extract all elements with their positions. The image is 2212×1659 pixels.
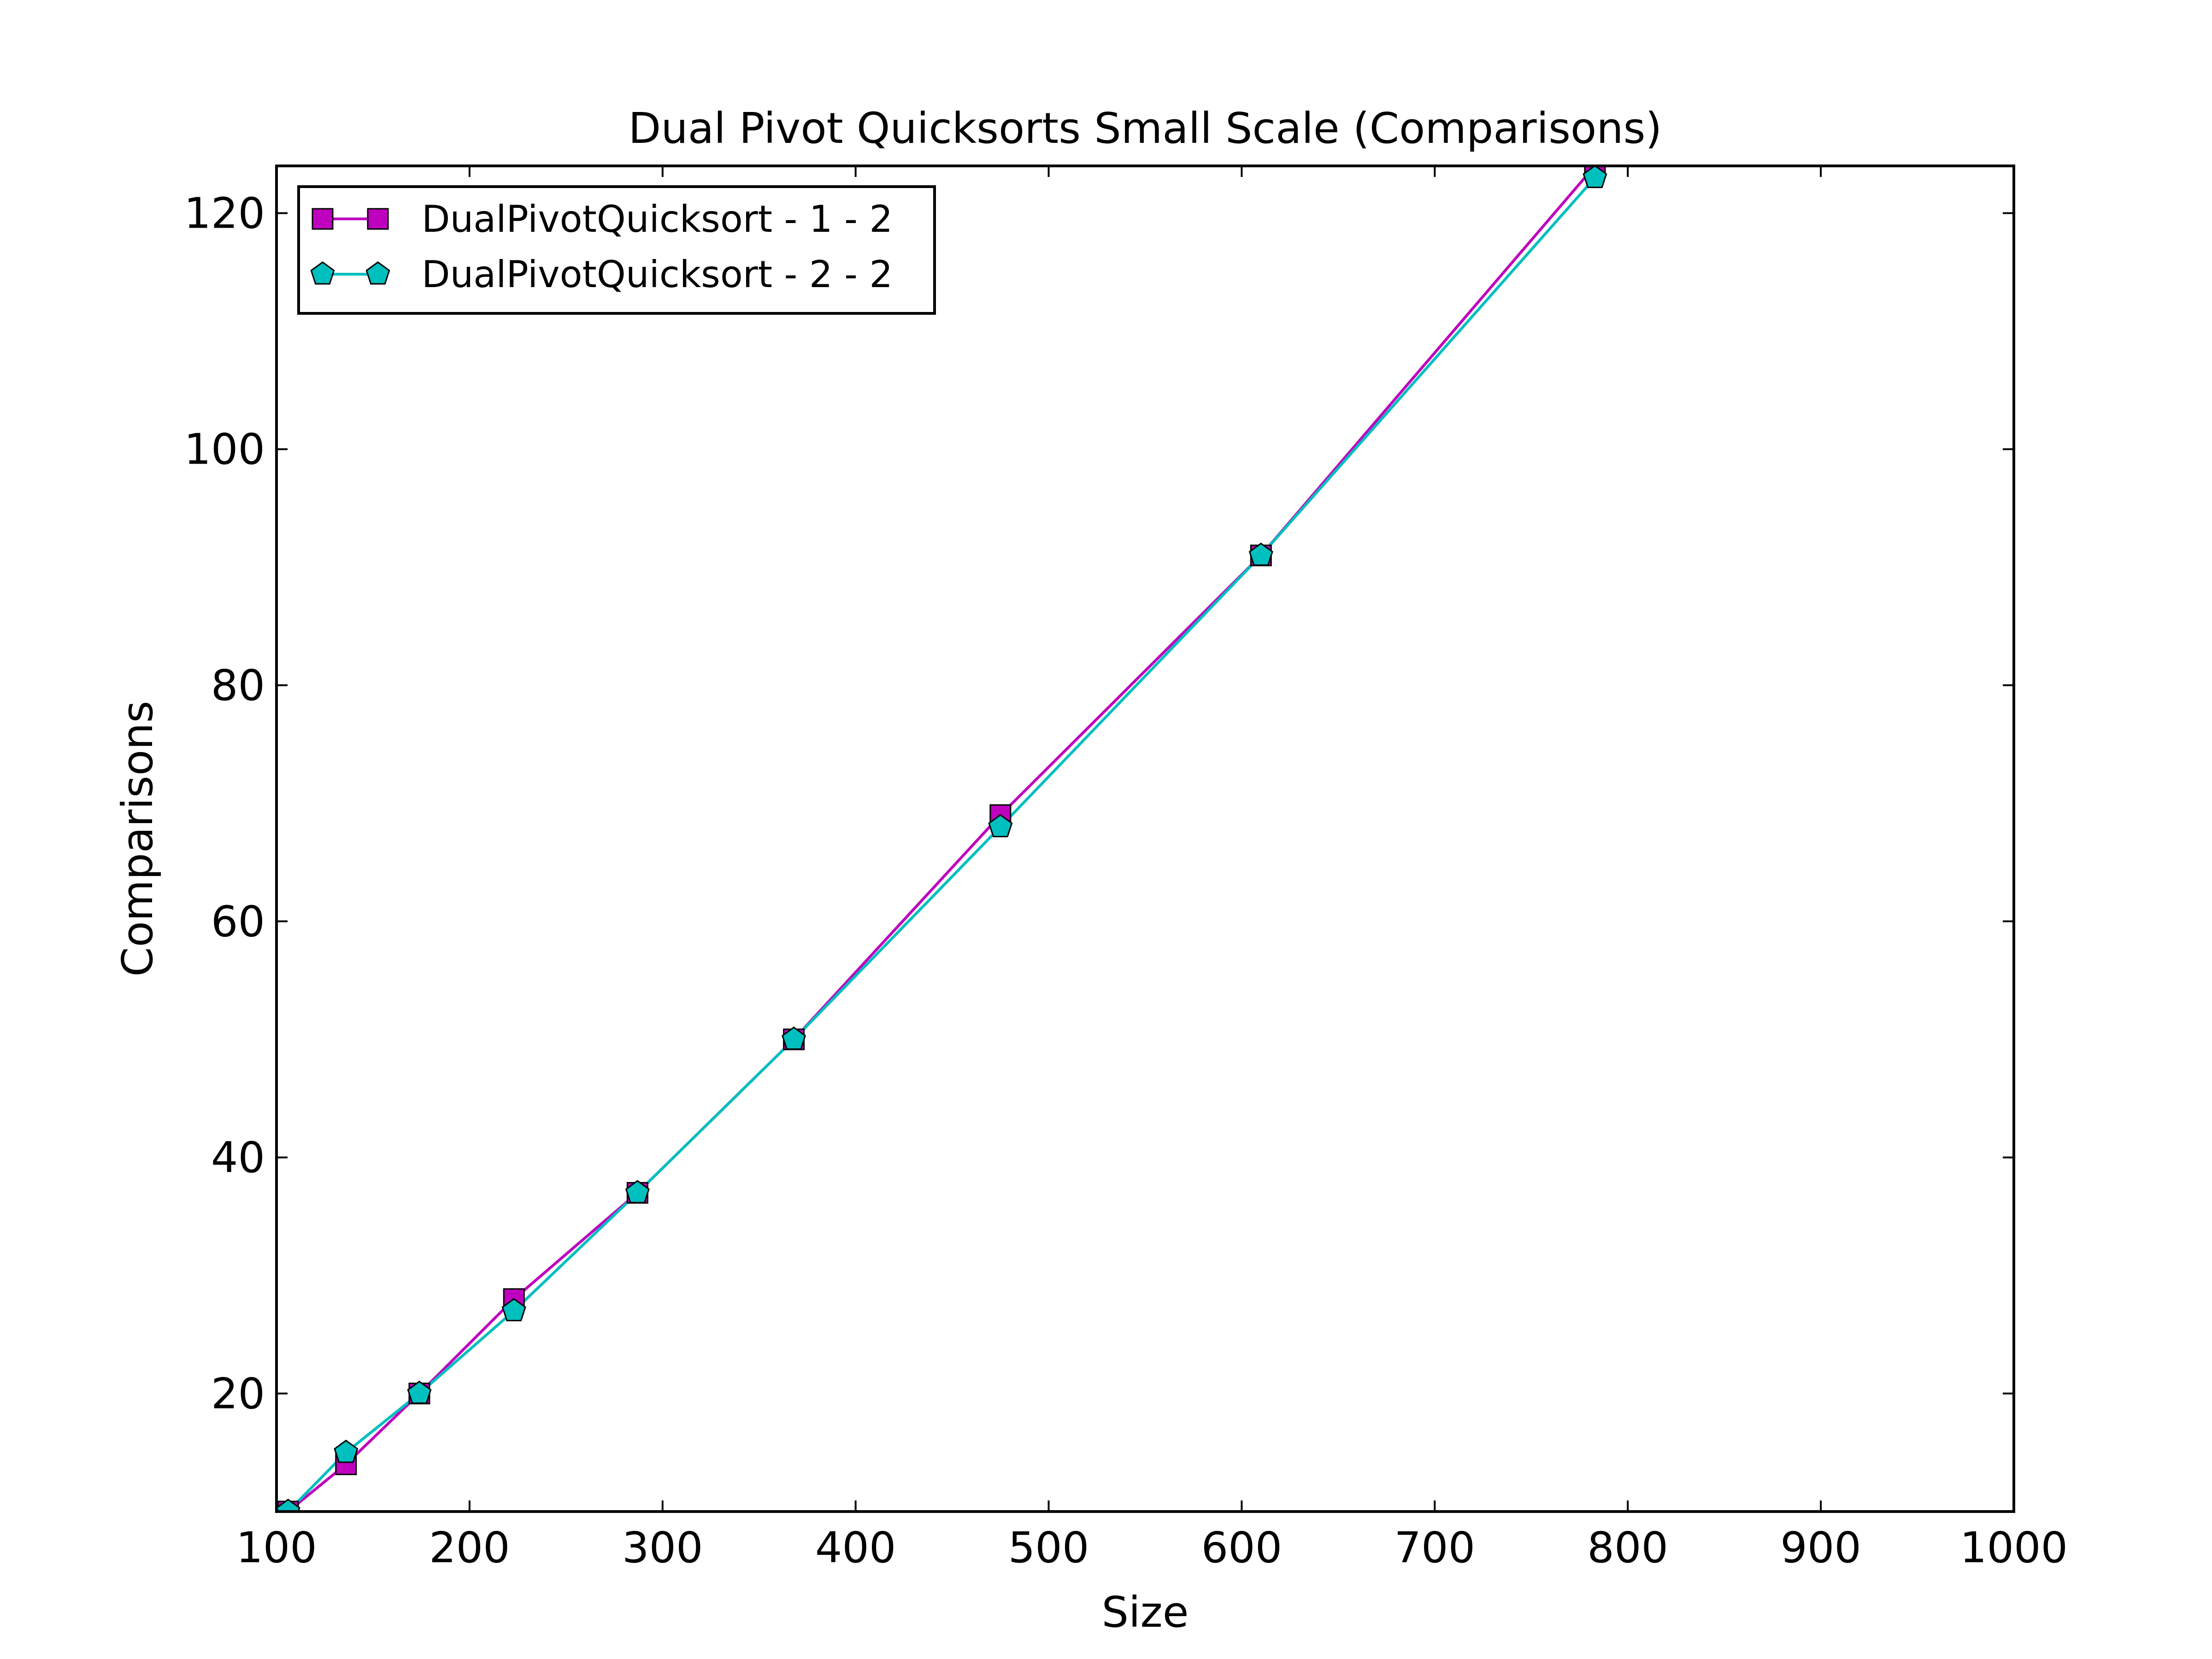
- series-layer: [276, 166, 1607, 1512]
- data-point-s2-4: [625, 1180, 650, 1203]
- legend-marker-1-b: [367, 208, 389, 230]
- x-tick-label: 700: [1394, 1523, 1476, 1572]
- y-tick-label: 100: [184, 425, 265, 474]
- legend-label-2: DualPivotQuicksort - 2 - 2: [422, 253, 893, 296]
- data-point-s2-3: [501, 1298, 526, 1322]
- y-tick-label: 20: [211, 1369, 265, 1418]
- x-tick-label: 300: [622, 1523, 703, 1572]
- x-tick-label: 400: [815, 1523, 896, 1572]
- data-point-s2-1: [334, 1440, 359, 1463]
- data-point-s2-7: [1248, 542, 1273, 566]
- data-point-s2-5: [782, 1026, 806, 1050]
- plot-frame: [275, 165, 2015, 1513]
- legend: DualPivotQuicksort - 1 - 2 DualPivotQuick…: [297, 185, 936, 315]
- data-point-s2-0: [276, 1499, 300, 1512]
- y-tick-label: 60: [211, 897, 265, 946]
- y-tick-label: 120: [184, 188, 265, 238]
- y-tick-label: 40: [211, 1133, 265, 1182]
- legend-label-1: DualPivotQuicksort - 1 - 2: [422, 198, 893, 241]
- x-tick-label: 1000: [1960, 1523, 2068, 1572]
- series-line-2: [287, 176, 1596, 1512]
- y-tick-label: 80: [211, 661, 265, 710]
- x-tick-label: 500: [1008, 1523, 1089, 1572]
- x-tick-label: 100: [236, 1523, 317, 1572]
- legend-marker-2-b: [365, 261, 390, 285]
- series-line-1: [287, 166, 1596, 1512]
- x-tick-label: 800: [1587, 1523, 1668, 1572]
- x-tick-label: 600: [1201, 1523, 1282, 1572]
- data-point-s2-8: [1583, 166, 1607, 188]
- legend-marker-2: [310, 261, 335, 285]
- chart-title: Dual Pivot Quicksorts Small Scale (Compa…: [629, 104, 1662, 153]
- data-point-s2-6: [988, 814, 1013, 837]
- ticks-layer: 100 200 300 400 500 600 700 800 900 1000 20 40 60 80 1…: [184, 166, 2068, 1572]
- legend-box: [297, 185, 936, 315]
- data-point-s2-2: [407, 1381, 432, 1404]
- y-axis-label: Comparisons: [113, 701, 162, 977]
- x-tick-label: 900: [1780, 1523, 1861, 1572]
- legend-marker-1: [312, 208, 334, 230]
- x-tick-label: 200: [429, 1523, 510, 1572]
- x-axis-label: Size: [1102, 1588, 1189, 1637]
